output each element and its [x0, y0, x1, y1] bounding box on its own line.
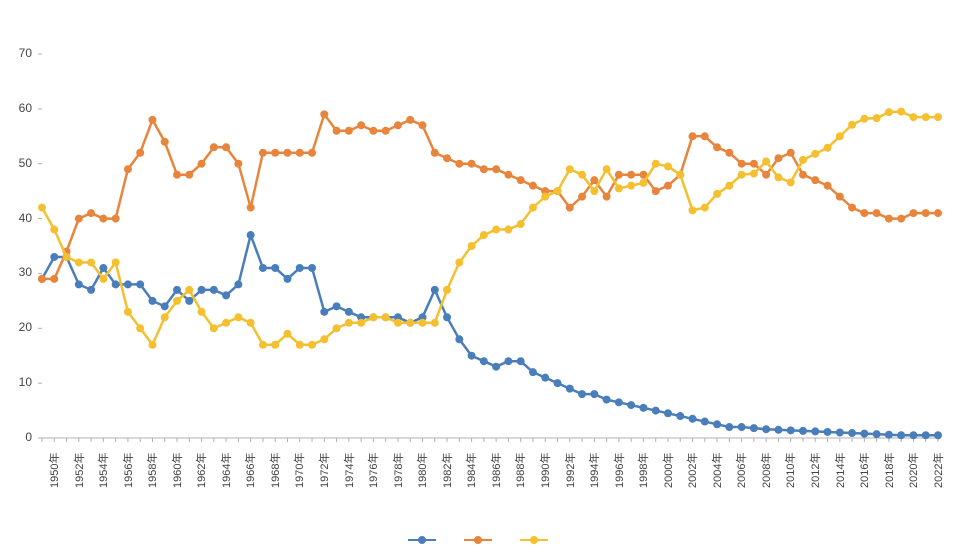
legend-swatch-3: [520, 539, 548, 541]
x-tick-label: 1970年: [291, 453, 307, 488]
x-tick-label: 1984年: [463, 453, 479, 488]
plot-area: [36, 48, 944, 448]
x-tick-label: 2018年: [881, 453, 897, 488]
x-tick-label: 2012年: [807, 453, 823, 488]
x-tick-label: 1986年: [488, 453, 504, 488]
x-tick-label: 1964年: [218, 453, 234, 488]
x-tick-label: 1972年: [316, 453, 332, 488]
y-tick-label: 70: [4, 46, 32, 60]
x-tick-label: 1976年: [365, 453, 381, 488]
x-tick-label: 2010年: [782, 453, 798, 488]
x-tick-label: 1952年: [71, 453, 87, 488]
x-tick-label: 2014年: [832, 453, 848, 488]
x-tick-label: 1980年: [414, 453, 430, 488]
legend-swatch-1: [408, 539, 436, 541]
y-tick-label: 30: [4, 265, 32, 279]
x-tick-label: 1996年: [611, 453, 627, 488]
x-tick-label: 1974年: [341, 453, 357, 488]
x-tick-label: 1978年: [390, 453, 406, 488]
x-tick-label: 2004年: [709, 453, 725, 488]
y-tick-label: 20: [4, 320, 32, 334]
x-tick-label: 2002年: [684, 453, 700, 488]
x-tick-label: 1966年: [242, 453, 258, 488]
chart-container: 0 10 20 30 40 50 60 70 1950年 1952年 1954年 1956年 1958…: [0, 0, 960, 547]
legend-item-3: [520, 539, 552, 541]
legend: [0, 539, 960, 541]
x-tick-label: 2000年: [660, 453, 676, 488]
x-tick-label: 1956年: [120, 453, 136, 488]
legend-item-1: [408, 539, 440, 541]
y-tick-label: 40: [4, 211, 32, 225]
x-tick-label: 2008年: [758, 453, 774, 488]
legend-item-2: [464, 539, 496, 541]
x-tick-label: 1992年: [562, 453, 578, 488]
x-tick-label: 1982年: [439, 453, 455, 488]
x-tick-label: 1994年: [586, 453, 602, 488]
x-tick-label: 1968年: [267, 453, 283, 488]
y-tick-label: 50: [4, 156, 32, 170]
x-tick-label: 1962年: [193, 453, 209, 488]
plot-svg: [36, 48, 944, 448]
x-tick-label: 1990年: [537, 453, 553, 488]
x-tick-label: 1958年: [144, 453, 160, 488]
y-tick-label: 0: [4, 430, 32, 444]
x-tick-label: 1988年: [512, 453, 528, 488]
x-tick-label: 2020年: [905, 453, 921, 488]
x-tick-label: 1998年: [635, 453, 651, 488]
x-tick-label: 2016年: [856, 453, 872, 488]
x-tick-label: 2022年: [930, 453, 946, 488]
x-tick-label: 1954年: [95, 453, 111, 488]
y-tick-label: 10: [4, 375, 32, 389]
y-tick-label: 60: [4, 101, 32, 115]
x-tick-label: 1960年: [169, 453, 185, 488]
x-tick-label: 1950年: [46, 453, 62, 488]
x-tick-label: 2006年: [733, 453, 749, 488]
legend-swatch-2: [464, 539, 492, 541]
